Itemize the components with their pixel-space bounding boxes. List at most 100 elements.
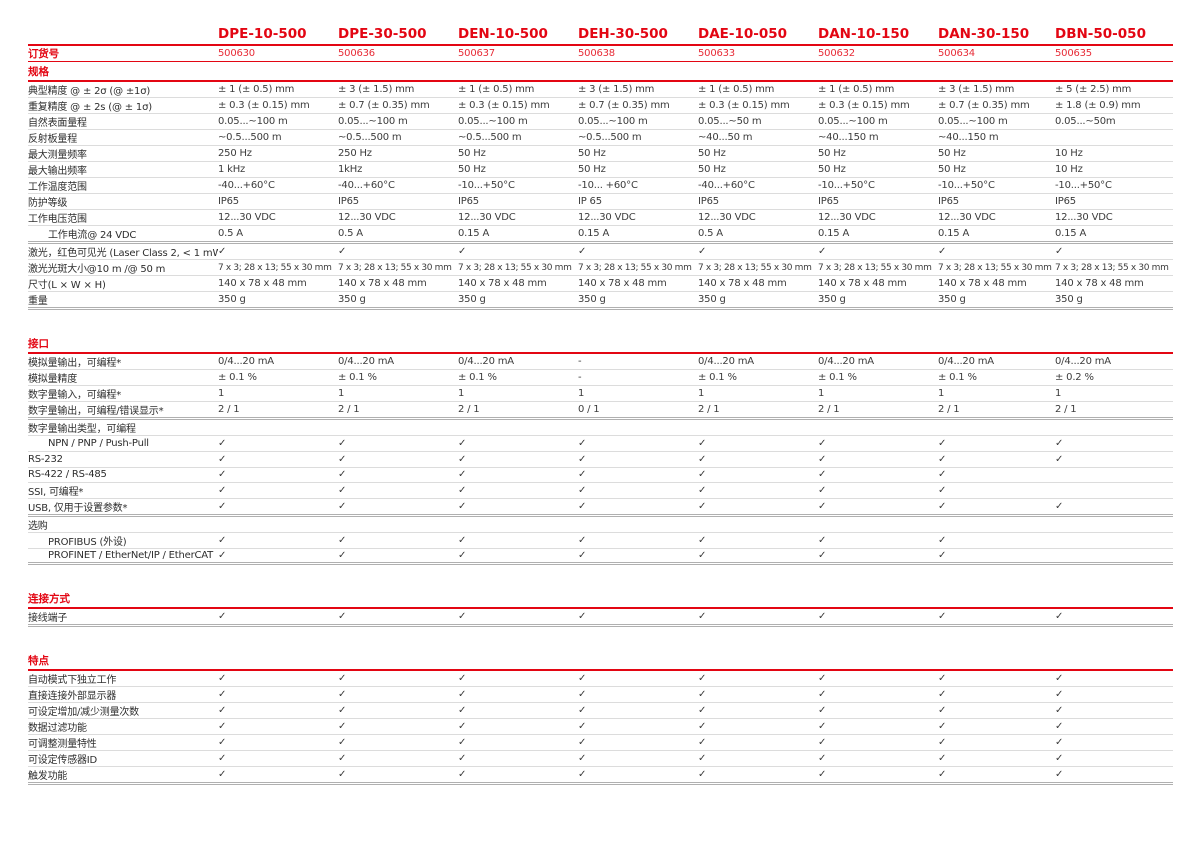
row-label: PROFINET / EtherNet/IP / EtherCAT: [48, 550, 214, 562]
value-cell: ✓: [458, 689, 467, 701]
value-cell: 140 x 78 x 48 mm: [338, 278, 427, 289]
value-cell: 50 Hz: [938, 164, 966, 175]
value-cell: 50 Hz: [698, 148, 726, 159]
value-cell: 1: [938, 388, 945, 399]
value-cell: ✓: [818, 453, 827, 465]
value-cell: 50 Hz: [578, 164, 606, 175]
section-title-row: 特点: [28, 651, 1173, 672]
value-cell: 0.5 A: [218, 228, 243, 239]
order-number: 500638: [578, 48, 615, 59]
value-cell: IP65: [218, 196, 239, 207]
table-row: NPN / PNP / Push-Pull ✓ ✓ ✓ ✓ ✓ ✓ ✓ ✓: [28, 436, 1173, 452]
order-number: 500632: [818, 48, 855, 59]
value-cell: 350 g: [218, 294, 246, 305]
value-cell: ✓: [218, 689, 227, 701]
value-cell: ± 0.7 (± 0.35) mm: [938, 100, 1030, 111]
value-cell: ✓: [938, 705, 947, 717]
value-cell: ✓: [458, 437, 467, 449]
value-cell: ✓: [938, 673, 947, 685]
value-cell: ± 0.1 %: [938, 372, 977, 383]
value-cell: ✓: [458, 705, 467, 717]
value-cell: 12...30 VDC: [338, 212, 396, 223]
value-cell: 0.05...~100 m: [578, 116, 648, 127]
value-cell: ✓: [218, 535, 227, 547]
row-label: 模拟量输出，可编程*: [28, 358, 121, 369]
value-cell: -10...+50°C: [1055, 180, 1112, 191]
value-cell: ✓: [578, 753, 587, 765]
value-cell: ✓: [578, 501, 587, 513]
table-row: 可设定传感器ID ✓ ✓ ✓ ✓ ✓ ✓ ✓ ✓: [28, 751, 1173, 768]
value-cell: ✓: [338, 469, 347, 481]
value-cell: ✓: [698, 246, 707, 257]
value-cell: ✓: [938, 689, 947, 701]
product-header-row: DPE-10-500 DPE-30-500 DEN-10-500 DEH-30-500…: [28, 26, 1173, 46]
value-cell: 0.5 A: [338, 228, 363, 239]
value-cell: ✓: [698, 485, 707, 497]
value-cell: 0.15 A: [458, 228, 490, 239]
value-cell: 1: [458, 388, 465, 399]
value-cell: 140 x 78 x 48 mm: [1055, 278, 1144, 289]
value-cell: ✓: [698, 611, 707, 623]
value-cell: ✓: [1055, 705, 1064, 717]
value-cell: 1kHz: [338, 164, 363, 175]
product-model-header: DAN-30-150: [938, 26, 1030, 42]
value-cell: 1: [818, 388, 825, 399]
value-cell: ✓: [818, 737, 827, 749]
section-3: 特点 自动模式下独立工作 ✓ ✓ ✓ ✓ ✓ ✓ ✓ ✓ 直接连接外部显示器 ✓ ✓ ✓ ✓ ✓ ✓ ✓ ✓ 可设定增…: [28, 651, 1173, 786]
product-model-header: DEH-30-500: [578, 26, 668, 42]
value-cell: ✓: [578, 705, 587, 717]
value-cell: 50 Hz: [818, 164, 846, 175]
value-cell: 0/4...20 mA: [938, 356, 994, 367]
value-cell: ✓: [1055, 501, 1064, 513]
value-cell: ✓: [818, 705, 827, 717]
value-cell: ✓: [818, 485, 827, 497]
value-cell: -: [578, 356, 582, 367]
value-cell: ± 0.7 (± 0.35) mm: [578, 100, 670, 111]
value-cell: ✓: [938, 769, 947, 781]
value-cell: 140 x 78 x 48 mm: [218, 278, 307, 289]
value-cell: -40...+60°C: [338, 180, 395, 191]
value-cell: 0.05...~100 m: [938, 116, 1008, 127]
value-cell: ✓: [698, 453, 707, 465]
value-cell: 350 g: [698, 294, 726, 305]
value-cell: ✓: [218, 737, 227, 749]
row-label: 接线端子: [28, 613, 68, 625]
value-cell: ± 0.3 (± 0.15) mm: [458, 100, 550, 111]
value-cell: ✓: [818, 689, 827, 701]
value-cell: 7 x 3; 28 x 13; 55 x 30 mm: [698, 262, 812, 273]
table-row: 尺寸(L × W × H) 140 x 78 x 48 mm 140 x 78 x …: [28, 276, 1173, 292]
value-cell: ✓: [338, 437, 347, 449]
spec-comparison-table: DPE-10-500 DPE-30-500 DEN-10-500 DEH-30-500…: [28, 26, 1173, 786]
value-cell: ✓: [338, 535, 347, 547]
value-cell: 0.05...~100 m: [218, 116, 288, 127]
value-cell: ✓: [458, 501, 467, 513]
order-number: 500634: [938, 48, 975, 59]
order-row: 订货号 500630 500636 500637 500638 500633 500632 5…: [28, 46, 1173, 62]
value-cell: ✓: [338, 769, 347, 781]
value-cell: ✓: [338, 501, 347, 513]
section-title: 规格: [28, 66, 49, 78]
value-cell: ✓: [218, 753, 227, 765]
table-row: 触发功能 ✓ ✓ ✓ ✓ ✓ ✓ ✓ ✓: [28, 767, 1173, 786]
row-label: 工作温度范围: [28, 182, 87, 193]
table-row: 防护等级 IP65 IP65 IP65 IP 65 IP65 IP65 IP65 IP65: [28, 194, 1173, 210]
value-cell: ~0.5...500 m: [338, 132, 402, 143]
section-title-row: 连接方式: [28, 589, 1173, 610]
value-cell: ✓: [458, 611, 467, 623]
value-cell: 0.15 A: [1055, 228, 1087, 239]
value-cell: -10...+50°C: [818, 180, 875, 191]
value-cell: ✓: [698, 769, 707, 781]
value-cell: ✓: [578, 737, 587, 749]
table-row: 数据过滤功能 ✓ ✓ ✓ ✓ ✓ ✓ ✓ ✓: [28, 719, 1173, 736]
value-cell: 0.05...~100 m: [818, 116, 888, 127]
value-cell: ± 0.2 %: [1055, 372, 1094, 383]
value-cell: 140 x 78 x 48 mm: [458, 278, 547, 289]
value-cell: 12...30 VDC: [698, 212, 756, 223]
value-cell: 0/4...20 mA: [818, 356, 874, 367]
value-cell: ✓: [1055, 246, 1064, 257]
value-cell: ✓: [458, 550, 467, 562]
section-title: 接口: [28, 338, 49, 350]
value-cell: ✓: [578, 689, 587, 701]
row-label: 可设定增加/减少测量次数: [28, 707, 139, 719]
table-row: 直接连接外部显示器 ✓ ✓ ✓ ✓ ✓ ✓ ✓ ✓: [28, 687, 1173, 704]
